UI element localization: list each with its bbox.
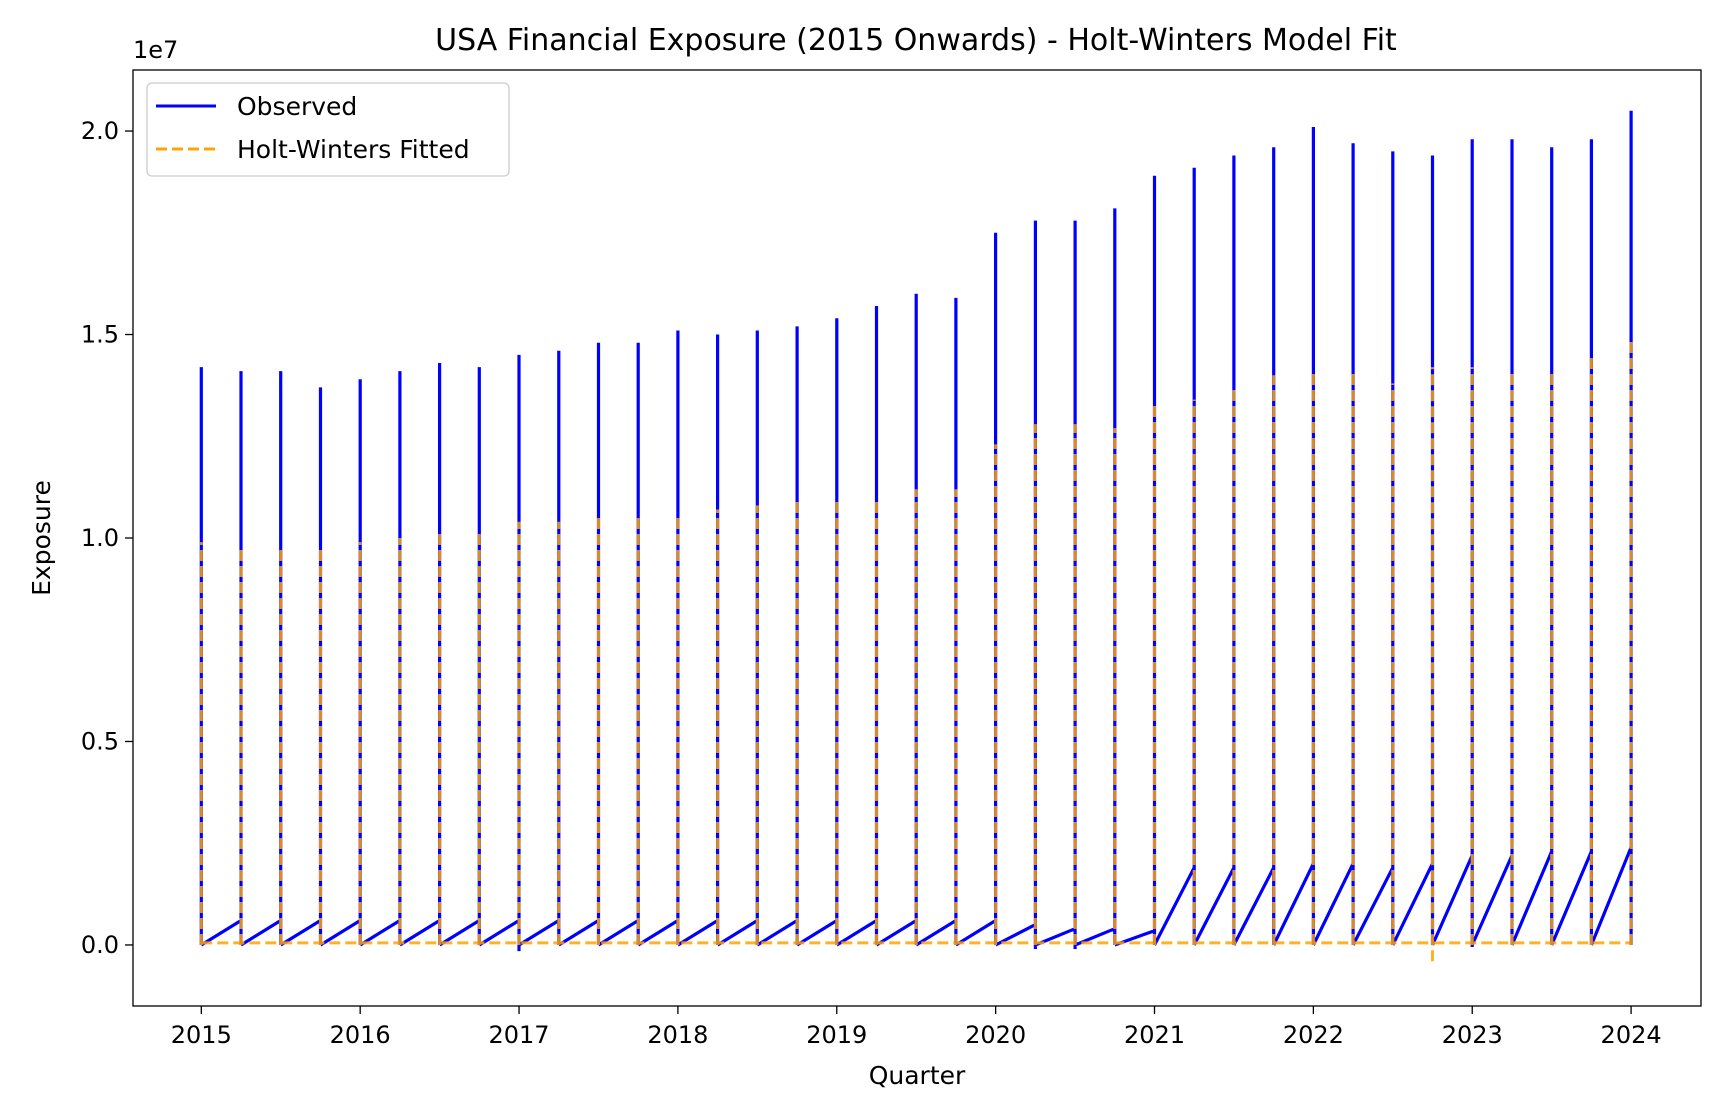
x-tick-label: 2020: [965, 1021, 1026, 1049]
x-tick-label: 2024: [1601, 1021, 1662, 1049]
plot-area: [199, 110, 1633, 962]
y-tick-label: 0.5: [81, 727, 119, 755]
y-tick-label: 1.0: [81, 524, 119, 552]
legend: Observed Holt-Winters Fitted: [146, 82, 510, 177]
x-tick-label: 2021: [1124, 1021, 1185, 1049]
x-tick-label: 2018: [647, 1021, 708, 1049]
legend-label-fitted: Holt-Winters Fitted: [237, 135, 470, 164]
x-tick-label: 2019: [806, 1021, 867, 1049]
y-scale-label: 1e7: [133, 36, 178, 64]
x-axis: 2015 2016 2017 2018 2019 2020 2021 2022 2023 2024: [171, 1006, 1662, 1049]
y-tick-label: 1.5: [81, 321, 119, 349]
series-fitted-line: [199, 338, 1633, 962]
plot-frame: [132, 69, 1702, 1007]
x-tick-label: 2015: [171, 1021, 232, 1049]
y-axis-title: Exposure: [27, 480, 56, 596]
x-tick-label: 2017: [489, 1021, 550, 1049]
chart-title: USA Financial Exposure (2015 Onwards) - …: [435, 23, 1397, 58]
legend-label-observed: Observed: [237, 92, 357, 121]
y-tick-label: 2.0: [81, 117, 119, 145]
y-axis: 0.0 0.5 1.0 1.5 2.0: [81, 117, 133, 959]
y-tick-label: 0.0: [81, 931, 119, 959]
legend-box: [146, 82, 510, 177]
x-tick-label: 2016: [330, 1021, 391, 1049]
x-axis-title: Quarter: [869, 1061, 966, 1090]
x-tick-label: 2023: [1442, 1021, 1503, 1049]
x-tick-label: 2022: [1283, 1021, 1344, 1049]
